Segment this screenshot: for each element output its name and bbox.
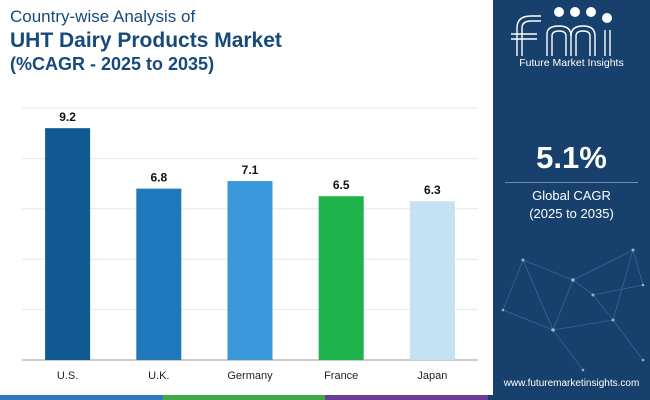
x-tick-label: U.S. bbox=[57, 370, 78, 382]
bar-germany bbox=[227, 181, 273, 360]
bottom-bar-segment-navy bbox=[487, 395, 650, 400]
fmi-logo bbox=[511, 7, 612, 56]
data-label: 6.3 bbox=[424, 183, 441, 197]
x-tick-label: France bbox=[324, 370, 358, 382]
data-label: 9.2 bbox=[59, 110, 76, 124]
cagr-divider bbox=[505, 182, 638, 183]
bottom-bar-segment-purple bbox=[325, 395, 488, 400]
bottom-bar-segment-blue bbox=[0, 395, 163, 400]
bar-france bbox=[318, 196, 364, 360]
website-url: www.futuremarketinsights.com bbox=[503, 378, 640, 389]
x-tick-label: U.K. bbox=[148, 370, 169, 382]
logo-subtitle: Future Market Insights bbox=[519, 57, 624, 69]
x-tick-label: Germany bbox=[227, 370, 273, 382]
bar-chart: 9.2 U.S. 6.8 U.K. 7.1 Germany 6.5 France 6.3 Japa… bbox=[22, 107, 478, 382]
global-cagr-label-line1: Global CAGR bbox=[532, 188, 611, 203]
bottom-color-bar bbox=[0, 395, 650, 400]
title-line-2: UHT Dairy Products Market bbox=[10, 29, 282, 52]
title-line-1: Country-wise Analysis of bbox=[10, 7, 196, 26]
data-label: 6.8 bbox=[150, 171, 167, 185]
global-cagr-value: 5.1% bbox=[536, 140, 607, 175]
data-label: 7.1 bbox=[242, 163, 259, 177]
global-cagr-label-line2: (2025 to 2035) bbox=[529, 206, 614, 221]
chart-title: Country-wise Analysis of UHT Dairy Produ… bbox=[10, 6, 282, 76]
bar-us bbox=[45, 128, 91, 360]
bar-japan bbox=[409, 201, 455, 360]
x-tick-label: Japan bbox=[417, 370, 447, 382]
network-graphic bbox=[501, 248, 645, 372]
title-line-3: (%CAGR - 2025 to 2035) bbox=[10, 54, 215, 74]
side-panel: Future Market Insights 5.1% Global CAGR … bbox=[493, 0, 650, 400]
bar-uk bbox=[136, 188, 182, 360]
data-label: 6.5 bbox=[333, 178, 350, 192]
bottom-bar-segment-green bbox=[162, 395, 325, 400]
global-cagr-label: Global CAGR (2025 to 2035) bbox=[493, 187, 650, 223]
